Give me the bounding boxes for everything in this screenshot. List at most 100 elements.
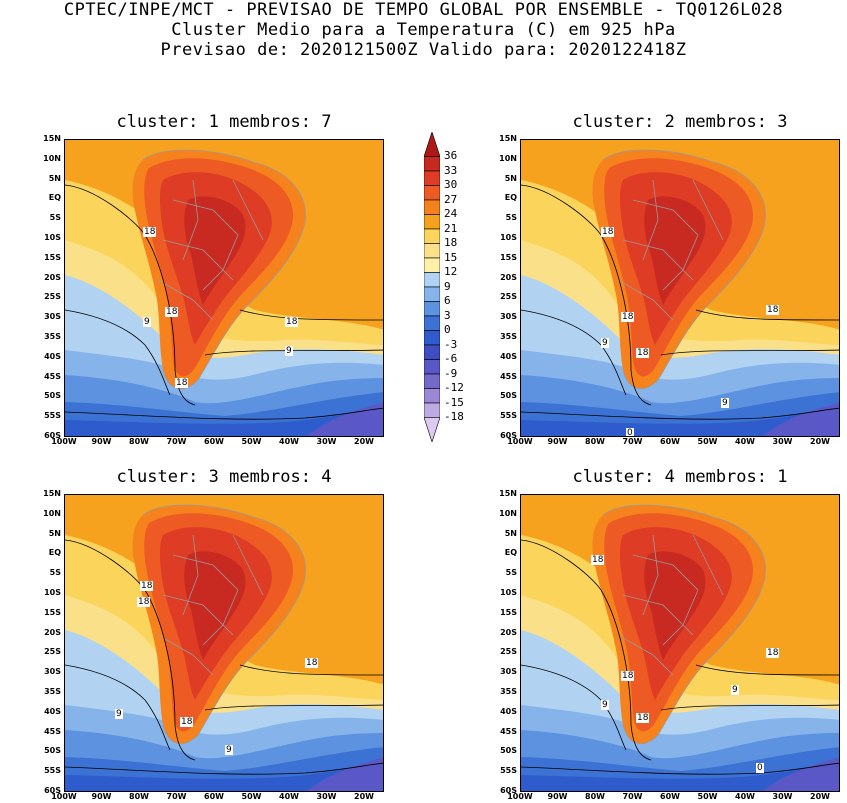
latitude-tick-label: 15S (500, 252, 517, 262)
colorbar-swatch (424, 185, 440, 201)
contour-label: 0 (626, 428, 634, 437)
land-temperature-band (184, 196, 246, 305)
longitude-tick-label: 90W (91, 437, 112, 446)
longitude-tick-label: 70W (166, 437, 187, 446)
longitude-tick-label: 20W (810, 437, 830, 446)
colorbar-tick-label: 30 (444, 178, 458, 192)
land-temperature-band (644, 551, 706, 660)
country-border (692, 534, 724, 596)
longitude-tick-label: 40W (279, 792, 299, 801)
longitude-tick-label: 50W (697, 437, 718, 446)
latitude-tick-label: 60S (500, 431, 517, 440)
longitude-tick-label: 100W (51, 792, 77, 801)
country-border (157, 634, 214, 676)
country-border (632, 199, 699, 291)
contour-line (65, 184, 196, 406)
contour-line (695, 309, 839, 321)
longitude-tick-label: 30W (316, 437, 337, 446)
latitude-tick-label: 50S (500, 746, 517, 756)
map-panel-1: 18 18 18 9 18 9 (64, 139, 384, 437)
colorbar-swatch (424, 417, 440, 442)
longitude-tick-label: 60W (204, 437, 224, 446)
country-border (182, 534, 199, 616)
contour-label: 18 (621, 671, 635, 681)
latitude-tick-label: 30S (500, 667, 517, 677)
latitude-tick-label: 60S (500, 786, 517, 795)
country-border (157, 279, 214, 321)
latitude-tick-label: 45S (500, 371, 517, 381)
latitude-tick-label: 45S (500, 726, 517, 736)
latitude-tick-label: 5N (504, 528, 517, 538)
country-border (622, 239, 694, 281)
latitude-tick-label: 15N (499, 134, 517, 143)
latitude-tick-label: 30S (500, 312, 517, 322)
land-temperature-band (184, 551, 246, 660)
colorbar-tick-label: 15 (444, 250, 458, 264)
longitude-tick-label: 90W (91, 792, 112, 801)
contour-label: 18 (636, 713, 650, 723)
latitude-tick-label: 15N (43, 134, 61, 143)
temperature-field-1 (65, 140, 383, 436)
colorbar-tick-label: 9 (444, 279, 451, 293)
ocean-temperature-band (521, 757, 839, 791)
ocean-temperature-band (65, 757, 383, 791)
title-line-1: CPTEC/INPE/MCT - PREVISAO DE TEMPO GLOBA… (63, 0, 784, 20)
contour-label: 18 (137, 597, 151, 607)
latitude-tick-label: 10S (500, 233, 517, 242)
contour-label: 9 (601, 700, 609, 710)
contour-line (521, 664, 627, 751)
colorbar-tick-label: -12 (444, 381, 464, 395)
contour-label: 18 (140, 581, 154, 591)
longitude-tick-label: 50W (241, 792, 262, 801)
colorbar-tick-label: -9 (444, 366, 458, 380)
latitude-tick-label: 60S (44, 786, 61, 795)
contour-line (521, 184, 652, 406)
latitude-tick-label: 10N (499, 153, 517, 163)
colorbar-tick-label: -15 (444, 395, 464, 409)
contour-line (65, 539, 196, 761)
latitude-tick-label: 35S (500, 332, 517, 341)
title-line-2: Cluster Medio para a Temperatura (C) em … (171, 20, 676, 40)
panel-3-title: cluster: 3 membros: 4 (116, 467, 332, 487)
colorbar-tick-label: 18 (444, 236, 458, 250)
contour-line (239, 309, 383, 321)
colorbar-tick-label: 21 (444, 221, 458, 235)
contour-line (660, 704, 839, 711)
latitude-tick-label: 15N (43, 489, 61, 498)
longitude-tick-label: 70W (622, 437, 643, 446)
longitude-tick-label: 30W (772, 437, 793, 446)
latitude-tick-label: 40S (44, 351, 61, 361)
latitude-tick-label: 5S (505, 568, 517, 578)
country-border (172, 554, 239, 646)
colorbar-tick-label: 33 (444, 163, 458, 177)
contour-label: 9 (721, 398, 729, 408)
country-border (172, 199, 239, 291)
temperature-field-2 (521, 140, 839, 436)
colorbar-swatch (424, 170, 440, 186)
country-border (142, 504, 306, 745)
latitude-tick-label: 35S (500, 687, 517, 696)
colorbar-swatch (424, 132, 440, 157)
longitude-tick-label: 70W (166, 792, 187, 801)
longitude-tick-label: 100W (507, 792, 533, 801)
longitude-tick-label: 50W (241, 437, 262, 446)
contour-line (521, 309, 627, 396)
latitude-tick-label: 40S (500, 706, 517, 716)
colorbar-swatch (424, 344, 440, 360)
contour-line (65, 407, 383, 420)
longitude-tick-label: 80W (129, 792, 149, 801)
latitude-tick-label: 5N (48, 528, 61, 538)
contour-line (204, 704, 383, 711)
map-panel-4: 18 18 18 9 18 9 0 (520, 494, 840, 792)
latitude-tick-label: 50S (44, 746, 61, 756)
country-border (142, 149, 306, 390)
contour-line (521, 762, 839, 775)
longitude-tick-label: 20W (810, 792, 830, 801)
country-border (642, 179, 659, 261)
longitude-tick-label: 70W (622, 792, 643, 801)
latitude-tick-label: 40S (44, 706, 61, 716)
longitude-tick-label: 40W (735, 792, 755, 801)
colorbar-tick-label: 0 (444, 323, 451, 337)
longitude-tick-label: 50W (697, 792, 718, 801)
latitude-tick-label: 55S (500, 411, 517, 421)
